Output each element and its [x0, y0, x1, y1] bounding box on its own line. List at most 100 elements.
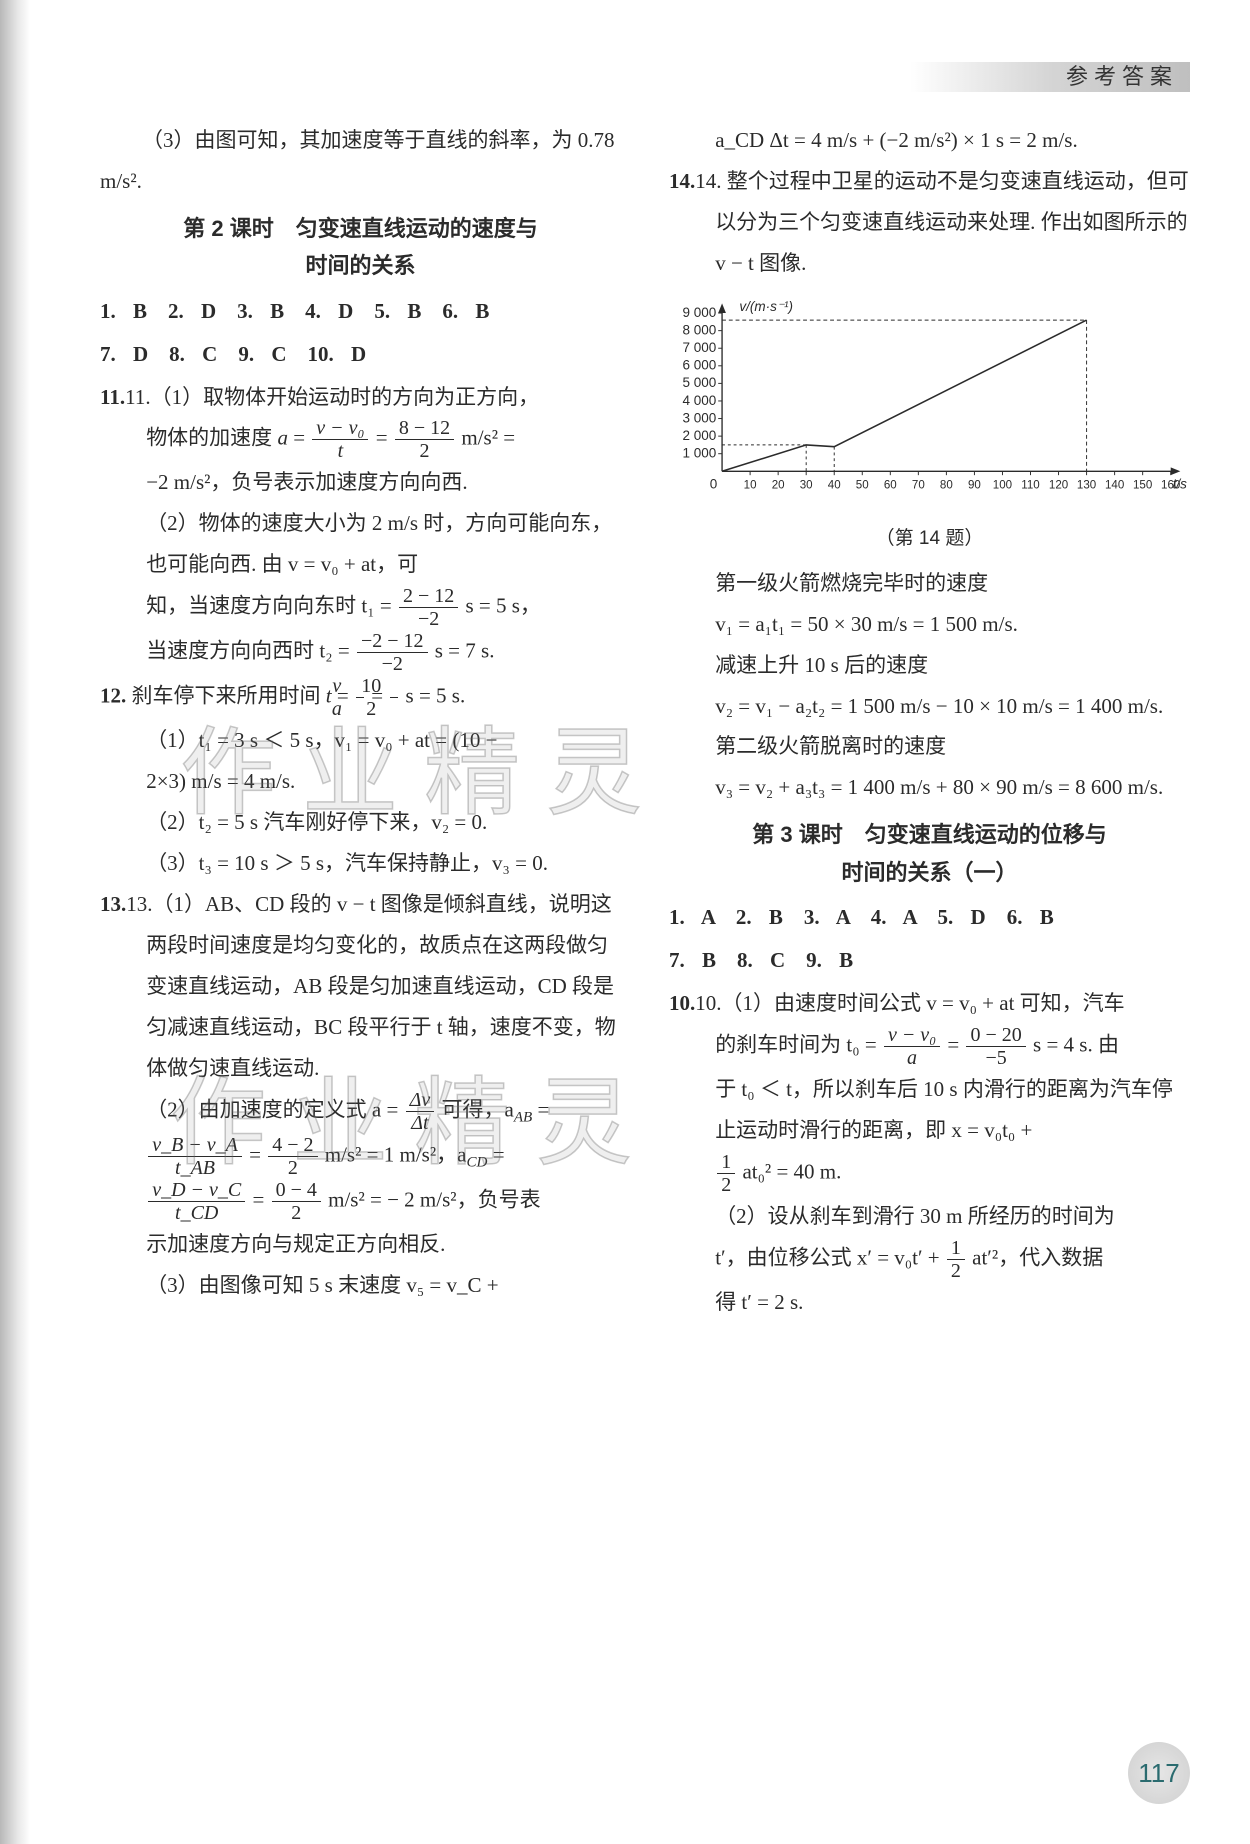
svg-text:150: 150 [1133, 479, 1152, 491]
fraction: 1 2 [717, 1151, 735, 1196]
equation-line: t′，由位移公式 x′ = v₀t′ + 1 2 at′²，代入数据 [669, 1237, 1190, 1282]
fraction: Δv Δt [406, 1089, 435, 1134]
svg-text:t/s: t/s [1173, 476, 1188, 491]
svg-text:100: 100 [993, 479, 1012, 491]
text-line: （2）t₂ = 5 s 汽车刚好停下来，v₂ = 0. [100, 802, 621, 843]
equation-line: v_B − v_A t_AB = 4 − 2 2 m/s² = 1 m/s²，a… [100, 1134, 621, 1179]
text-content: s = 4 s. 由 [1033, 1032, 1119, 1056]
denominator: 2 [268, 1157, 317, 1179]
answer-row: 1. A 2. B 3. A 4. A 5. D 6. B [669, 897, 1190, 938]
svg-text:1 000: 1 000 [682, 445, 716, 460]
equation-line: 当速度方向向西时 t₂ = −2 − 12 −2 s = 7 s. [100, 630, 621, 675]
svg-text:140: 140 [1105, 479, 1124, 491]
answer-row: 1. B 2. D 3. B 4. D 5. B 6. B [100, 291, 621, 332]
text-line: 于 t₀ ＜ t，所以刹车后 10 s 内滑行的距离为汽车停止运动时滑行的距离，… [669, 1069, 1190, 1151]
numerator: 1 [717, 1151, 735, 1174]
text-content: 的刹车时间为 t₀ = [715, 1032, 882, 1056]
two-column-layout: （3）由图可知，其加速度等于直线的斜率，为 0.78 m/s². 第 2 课时 … [100, 120, 1190, 1323]
equation-line: （2）由加速度的定义式 a = Δv Δt 可得，aAB = [100, 1089, 621, 1134]
text-content: 14. 整个过程中卫星的运动不是匀变速直线运动，但可以分为三个匀变速直线运动来处… [695, 169, 1189, 275]
svg-text:70: 70 [912, 479, 925, 491]
svg-text:20: 20 [772, 479, 785, 491]
denominator: 2 [390, 698, 398, 720]
text-line: 2×3) m/s = 4 m/s. [100, 761, 621, 802]
text-line: （1）t₁ = 3 s ＜ 5 s，v₁ = v₀ + at = (10 − [100, 720, 621, 761]
denominator: t_AB [148, 1157, 242, 1179]
title-line: 第 2 课时 匀变速直线运动的速度与 [100, 210, 621, 247]
text-line: 14.14. 整个过程中卫星的运动不是匀变速直线运动，但可以分为三个匀变速直线运… [669, 161, 1190, 284]
text-line: 10.10.（1）由速度时间公式 v = v₀ + at 可知，汽车 [669, 983, 1190, 1024]
text-content: m/s² = − 2 m/s²，负号表 [328, 1187, 540, 1211]
fraction: 2 − 12 −2 [399, 585, 458, 630]
denominator: −5 [966, 1047, 1025, 1069]
svg-text:7 000: 7 000 [682, 340, 716, 355]
fraction: v_D − v_C t_CD [148, 1179, 245, 1224]
text-line: 11.11.（1）取物体开始运动时的方向为正方向， [100, 377, 621, 418]
svg-text:v/(m·s⁻¹): v/(m·s⁻¹) [739, 299, 793, 314]
text-content: s = 5 s， [465, 594, 540, 618]
svg-text:60: 60 [884, 479, 897, 491]
numerator: −2 − 12 [357, 630, 428, 653]
title-line: 时间的关系 [100, 247, 621, 284]
chart-caption: （第 14 题） [669, 520, 1190, 557]
numerator: 1 [947, 1237, 965, 1260]
text-content: s = 7 s. [435, 639, 495, 663]
numerator: 10 [390, 675, 398, 698]
text-content: 11.（1）取物体开始运动时的方向为正方向， [125, 385, 539, 409]
section-title: 第 3 课时 匀变速直线运动的位移与 时间的关系（一） [669, 816, 1190, 891]
text-content: at₀² = 40 m. [742, 1159, 841, 1183]
svg-text:9 000: 9 000 [682, 305, 716, 320]
text-content: 知，当速度方向向东时 t₁ = [146, 594, 397, 618]
svg-text:110: 110 [1021, 479, 1039, 491]
text-line: 第一级火箭燃烧完毕时的速度 [669, 563, 1190, 604]
denominator: −2 [399, 608, 458, 630]
text-line: 减速上升 10 s 后的速度 [669, 645, 1190, 686]
fraction: v − v₀ t [312, 417, 368, 462]
denominator: Δt [406, 1112, 435, 1134]
fraction: 0 − 4 2 [272, 1179, 321, 1224]
text-content: （2）由加速度的定义式 a = [146, 1097, 403, 1121]
text-content: = [538, 1097, 550, 1121]
numerator: v_D − v_C [148, 1179, 245, 1202]
equation-line: 1 2 at₀² = 40 m. [669, 1151, 1190, 1196]
numerator: 0 − 20 [966, 1024, 1025, 1047]
numerator: v − v₀ [312, 417, 368, 440]
fraction: 1 2 [947, 1237, 965, 1282]
fraction: v_B − v_A t_AB [148, 1134, 242, 1179]
section-title: 第 2 课时 匀变速直线运动的速度与 时间的关系 [100, 210, 621, 285]
text-line: a_CD Δt = 4 m/s + (−2 m/s²) × 1 s = 2 m/… [669, 120, 1190, 161]
page-left-shadow [0, 0, 30, 1844]
answer-row: 7. B 8. C 9. B [669, 940, 1190, 981]
header-label: 参考答案 [910, 62, 1190, 92]
svg-text:40: 40 [828, 479, 841, 491]
text-line: 13.13.（1）AB、CD 段的 v − t 图像是倾斜直线，说明这两段时间速… [100, 884, 621, 1089]
denominator: a [356, 698, 364, 720]
svg-text:50: 50 [856, 479, 869, 491]
right-column: a_CD Δt = 4 m/s + (−2 m/s²) × 1 s = 2 m/… [669, 120, 1190, 1323]
text-line: v₂ = v₁ − a₂t₂ = 1 500 m/s − 10 × 10 m/s… [669, 686, 1190, 727]
text-line: （3）由图可知，其加速度等于直线的斜率，为 0.78 m/s². [100, 120, 621, 202]
denominator: 2 [395, 440, 454, 462]
numerator: 2 − 12 [399, 585, 458, 608]
svg-text:2 000: 2 000 [682, 428, 716, 443]
fraction: −2 − 12 −2 [357, 630, 428, 675]
fraction: 8 − 12 2 [395, 417, 454, 462]
equation-line: 知，当速度方向向东时 t₁ = 2 − 12 −2 s = 5 s， [100, 585, 621, 630]
numerator: v_B − v_A [148, 1134, 242, 1157]
text-line: 得 t′ = 2 s. [669, 1282, 1190, 1323]
text-line: −2 m/s²，负号表示加速度方向向西. [100, 462, 621, 503]
denominator: t [312, 440, 368, 462]
equation-line: 的刹车时间为 t₀ = v − v₀ a = 0 − 20 −5 s = 4 s… [669, 1024, 1190, 1069]
fraction: 10 2 [390, 675, 398, 720]
svg-text:8 000: 8 000 [682, 322, 716, 337]
denominator: 2 [717, 1174, 735, 1196]
denominator: 2 [272, 1202, 321, 1224]
answer-row: 7. D 8. C 9. C 10. D [100, 334, 621, 375]
text-line: （2）设从刹车到滑行 30 m 所经历的时间为 [669, 1196, 1190, 1237]
title-line: 第 3 课时 匀变速直线运动的位移与 [669, 816, 1190, 853]
denominator: 2 [947, 1260, 965, 1282]
equation-line: 12. 刹车停下来所用时间 t = v a = 10 2 s = 5 s. [100, 675, 621, 720]
denominator: a [884, 1047, 940, 1069]
text-content: 当速度方向向西时 t₂ = [146, 639, 355, 663]
fraction: v − v₀ a [884, 1024, 940, 1069]
